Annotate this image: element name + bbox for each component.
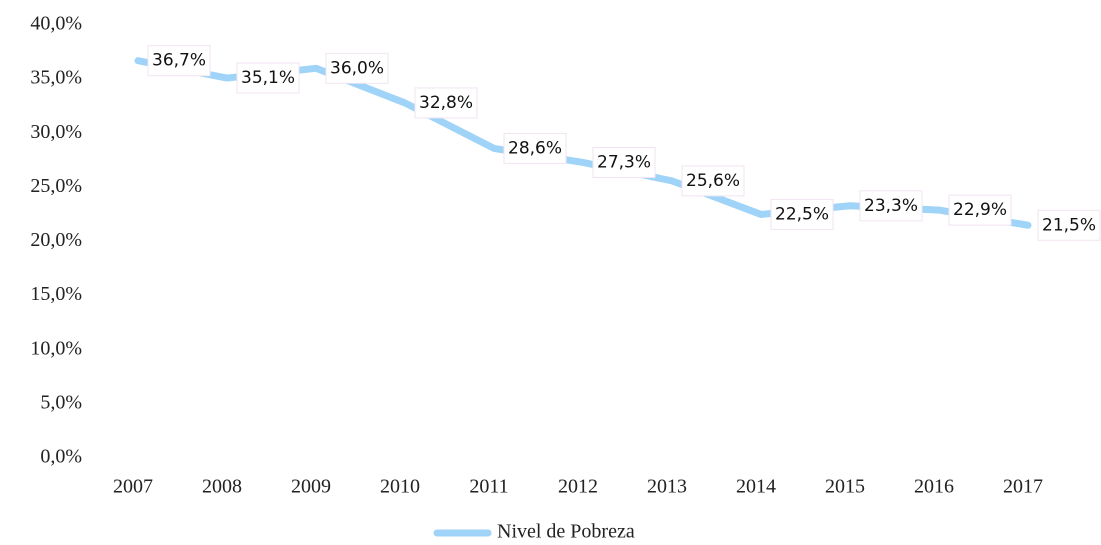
data-label: 22,5% (775, 204, 829, 224)
x-tick-label: 2011 (469, 476, 508, 498)
label-box (681, 165, 745, 197)
data-label: 36,0% (330, 58, 384, 78)
y-tick-label: 25,0% (30, 175, 82, 197)
label-box (859, 190, 923, 222)
data-label: 25,6% (686, 171, 740, 191)
label-box (948, 194, 1012, 226)
y-tick-label: 35,0% (30, 67, 82, 89)
x-tick-label: 2015 (825, 476, 865, 498)
label-box (592, 146, 656, 178)
label-box (147, 45, 211, 77)
x-tick-label: 2008 (202, 476, 242, 498)
data-label: 32,8% (419, 93, 473, 113)
y-tick-label: 15,0% (30, 283, 82, 305)
label-box (236, 62, 300, 94)
label-box (1037, 209, 1101, 241)
x-tick-label: 2010 (380, 476, 420, 498)
y-tick-label: 20,0% (30, 229, 82, 251)
legend-label: Nivel de Pobreza (497, 521, 635, 543)
label-box (770, 198, 834, 230)
x-tick-label: 2013 (647, 476, 687, 498)
label-box (503, 132, 567, 164)
x-tick-label: 2017 (1003, 476, 1043, 498)
data-label: 35,1% (241, 68, 295, 88)
data-label: 23,3% (864, 196, 918, 216)
data-label: 28,6% (508, 138, 562, 158)
x-tick-label: 2009 (291, 476, 331, 498)
data-label: 36,7% (152, 51, 206, 71)
y-tick-label: 0,0% (40, 446, 82, 468)
data-label: 27,3% (597, 152, 651, 172)
label-box (325, 52, 389, 84)
y-tick-label: 10,0% (30, 337, 82, 359)
x-tick-label: 2007 (113, 476, 153, 498)
x-tick-label: 2012 (558, 476, 598, 498)
y-tick-label: 40,0% (30, 13, 82, 35)
data-label: 22,9% (953, 200, 1007, 220)
y-tick-label: 30,0% (30, 121, 82, 143)
y-tick-label: 5,0% (40, 391, 82, 413)
x-tick-label: 2014 (736, 476, 776, 498)
label-box (414, 87, 478, 119)
x-tick-label: 2016 (914, 476, 954, 498)
data-label: 21,5% (1042, 215, 1096, 235)
